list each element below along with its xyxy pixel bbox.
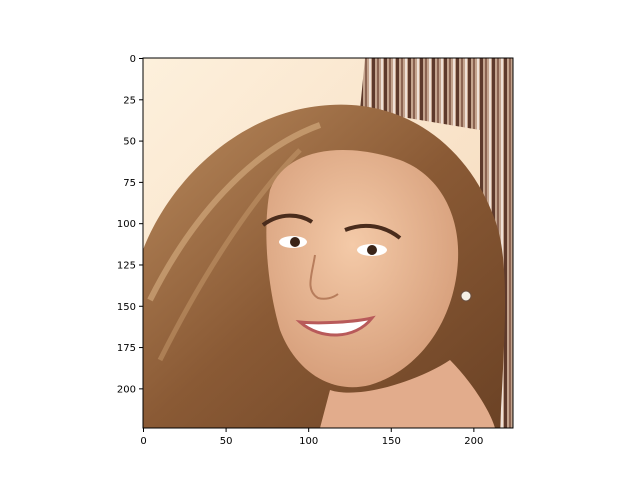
x-tick-label: 100 [299, 436, 318, 447]
y-tick-label: 200 [117, 384, 136, 395]
y-tick-label: 100 [117, 219, 136, 230]
nose [309, 254, 339, 300]
x-tick-label: 50 [220, 436, 233, 447]
axes-frame [142, 57, 514, 429]
x-tick-label: 150 [382, 436, 401, 447]
x-axis: 0 50 100 150 200 [140, 428, 483, 447]
left-pupil [290, 237, 300, 247]
portrait-image [143, 58, 513, 428]
y-tick-label: 175 [117, 343, 136, 354]
x-tick-label: 0 [140, 436, 146, 447]
left-eyebrow [261, 213, 314, 227]
x-tick-label: 200 [464, 436, 483, 447]
hair-highlight [147, 122, 322, 302]
y-tick-label: 50 [123, 137, 136, 148]
hair-highlight-2 [157, 148, 302, 362]
right-eyebrow [344, 223, 402, 240]
neck [320, 360, 495, 428]
right-pupil [367, 245, 377, 255]
y-tick-label: 125 [117, 260, 136, 271]
smile [295, 315, 376, 337]
y-tick-label: 150 [117, 302, 136, 313]
y-tick-label: 0 [130, 54, 136, 65]
earring [460, 290, 472, 302]
y-tick-label: 75 [123, 178, 136, 189]
y-axis: 0 25 50 75 100 125 150 175 200 [117, 54, 143, 395]
y-tick-label: 25 [123, 95, 136, 106]
